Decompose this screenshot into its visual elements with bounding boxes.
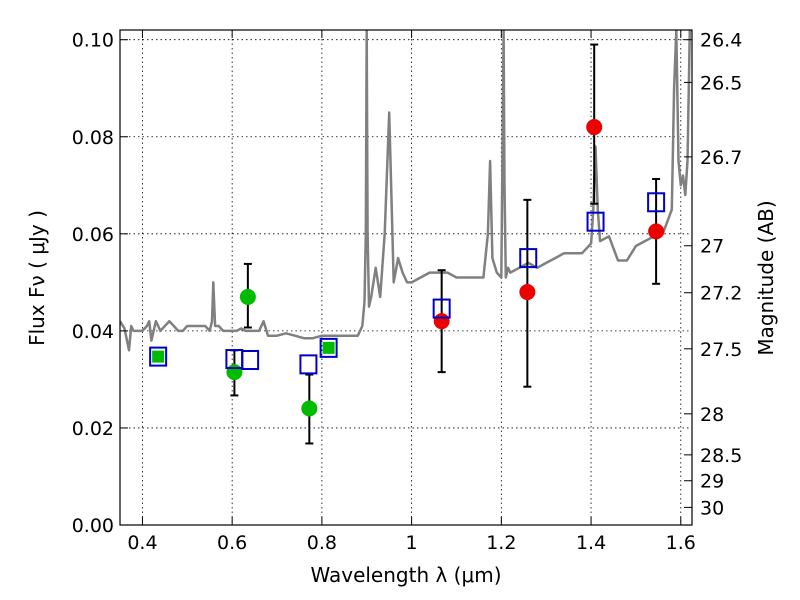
y-tick-label: 0.06: [72, 224, 114, 246]
measured-flux-point: [226, 364, 243, 381]
x-axis-label: Wavelength λ (μm): [310, 563, 501, 587]
measured-flux-point: [301, 400, 318, 417]
x-tick-label: 1.6: [666, 532, 696, 554]
y2-tick-label: 29: [700, 471, 724, 493]
ticks: 0.4 0.6 0.8 1 1.2 1.4 1.6 0.00 0.02 0.04 0.06 0.08 0…: [72, 30, 743, 554]
x-tick-label: 0.4: [127, 532, 157, 554]
model-flux-box: [586, 211, 605, 232]
y-tick-label: 0.08: [72, 127, 114, 149]
y2-tick-label: 27: [700, 236, 724, 258]
y2-tick-label: 26.4: [700, 30, 742, 52]
x-tick-label: 1.2: [486, 532, 516, 554]
model-spectrum-line: [120, 30, 692, 352]
model-flux-box: [647, 192, 666, 213]
y-tick-label: 0.04: [72, 321, 114, 343]
y2-tick-label: 27.2: [700, 283, 742, 305]
model-flux-box: [432, 298, 451, 319]
measured-flux-point: [239, 288, 256, 305]
model-flux-box: [241, 350, 260, 370]
data-points: [149, 119, 666, 417]
y2-tick-label: 26.5: [700, 72, 742, 94]
measured-flux-point: [519, 284, 536, 301]
model-flux-box: [299, 354, 318, 375]
x-tick-label: 1.4: [576, 532, 606, 554]
x-tick-label: 0.6: [217, 532, 247, 554]
model-flux-box: [519, 248, 538, 269]
y-tick-label: 0.00: [72, 515, 114, 537]
model-box-inner: [152, 350, 165, 363]
y-tick-label: 0.10: [72, 30, 114, 52]
error-bars: [230, 43, 661, 445]
y2-tick-label: 28.5: [700, 445, 742, 467]
y2-axis-label: Magnitude (AB): [754, 200, 778, 355]
model-spectrum: [120, 30, 692, 352]
x-tick-label: 0.8: [307, 532, 337, 554]
model-flux-box: [319, 337, 338, 358]
y2-tick-label: 27.5: [700, 339, 742, 361]
y-tick-label: 0.02: [72, 418, 114, 440]
y2-tick-label: 26.7: [700, 147, 742, 169]
measured-flux-point: [586, 119, 603, 136]
y2-tick-label: 30: [700, 497, 724, 519]
measured-flux-point: [433, 313, 450, 330]
measured-flux-point: [648, 223, 665, 240]
model-flux-box: [149, 346, 168, 367]
x-tick-label: 1: [406, 532, 418, 554]
y2-tick-label: 28: [700, 404, 724, 426]
y-axis-label: Flux Fν ( μJy ): [25, 210, 49, 346]
plot-frame: [119, 29, 693, 526]
model-box-inner: [322, 341, 335, 354]
